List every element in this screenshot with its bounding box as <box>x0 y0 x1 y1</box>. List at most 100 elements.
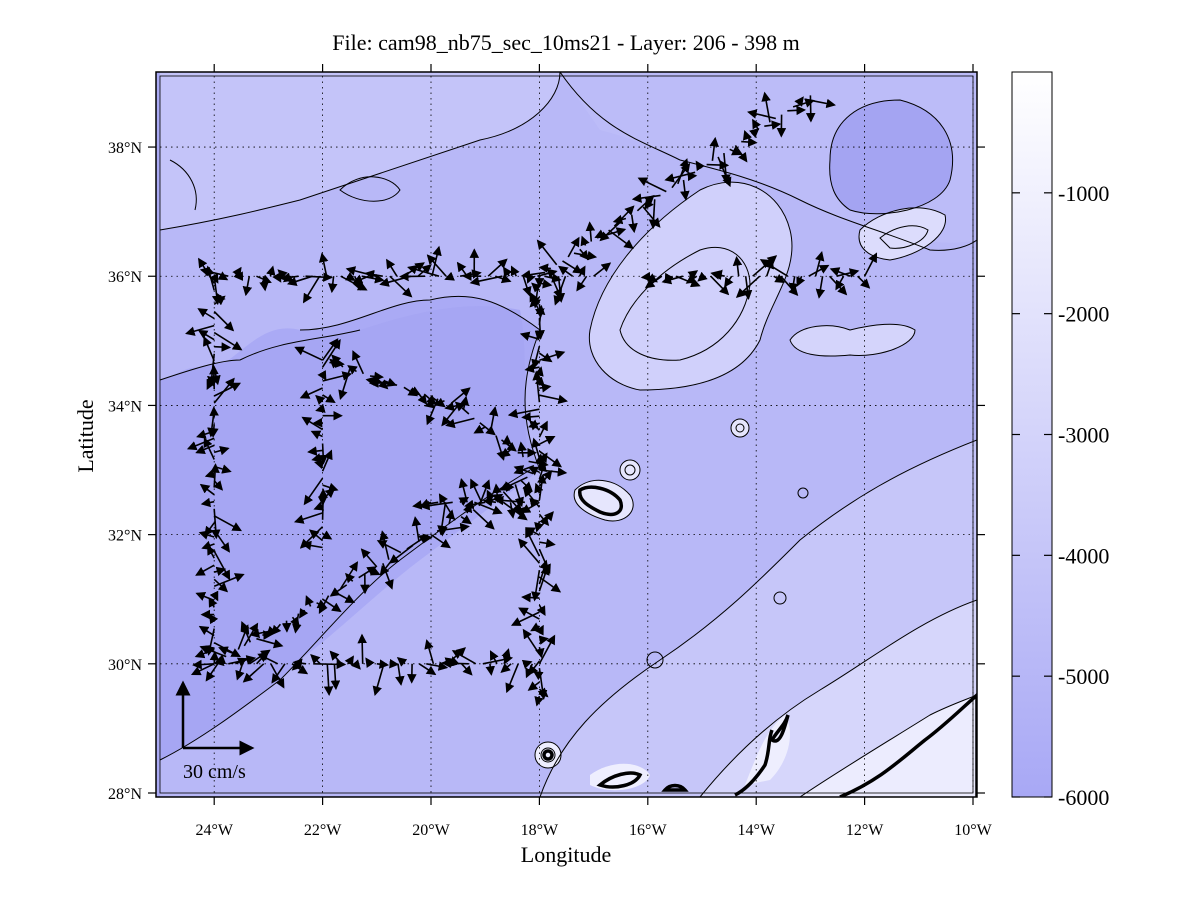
velocity-vector <box>186 437 215 451</box>
velocity-vector <box>585 221 596 242</box>
velocity-vector <box>461 663 473 676</box>
velocity-vector <box>293 512 323 524</box>
velocity-vector <box>749 128 760 138</box>
velocity-vector <box>317 370 327 381</box>
velocity-vector <box>438 493 456 521</box>
velocity-vector <box>454 401 470 415</box>
velocity-vector <box>539 435 556 445</box>
velocity-vector <box>313 659 347 670</box>
velocity-vector <box>216 654 227 665</box>
velocity-vector <box>499 476 528 491</box>
velocity-vector <box>506 502 517 519</box>
velocity-vector <box>209 590 219 602</box>
velocity-vector <box>198 625 215 637</box>
velocity-vector <box>529 498 540 508</box>
velocity-vector <box>788 276 799 293</box>
velocity-vector <box>299 607 309 619</box>
velocity-vector <box>515 502 525 518</box>
velocity-vector <box>445 417 475 429</box>
velocity-vector <box>742 129 752 141</box>
velocity-vector <box>213 445 230 456</box>
velocity-vector <box>518 607 540 620</box>
velocity-vector <box>294 346 323 361</box>
velocity-vector <box>213 464 232 474</box>
velocity-vector <box>518 538 541 564</box>
velocity-vector <box>323 663 334 696</box>
velocity-vector <box>493 495 525 506</box>
velocity-vector <box>599 221 621 242</box>
velocity-vector <box>313 501 325 511</box>
velocity-vector <box>365 657 375 669</box>
velocity-vector <box>444 271 455 281</box>
velocity-vector <box>458 477 468 503</box>
y-axis-title: Latitude <box>73 399 98 472</box>
velocity-vector <box>710 270 725 280</box>
velocity-vector <box>747 109 776 120</box>
velocity-vector <box>759 259 789 277</box>
x-tick-label: 14°W <box>737 822 775 839</box>
velocity-vector <box>538 548 551 575</box>
velocity-vector <box>197 329 215 341</box>
velocity-vector <box>460 514 472 525</box>
velocity-vector <box>640 271 655 282</box>
velocity-vector <box>424 639 435 665</box>
velocity-vector <box>507 408 540 419</box>
velocity-vector <box>213 515 243 532</box>
velocity-vector <box>724 275 734 288</box>
velocity-vector <box>242 276 253 297</box>
depth-band-north <box>160 72 560 230</box>
velocity-vector <box>648 199 659 230</box>
velocity-vector <box>199 483 215 496</box>
velocity-vector <box>537 667 548 700</box>
velocity-vector <box>469 275 503 286</box>
velocity-vector <box>199 267 229 277</box>
velocity-vector <box>190 663 215 676</box>
velocity-vector <box>266 265 276 277</box>
velocity-vector <box>521 592 540 603</box>
velocity-vector <box>204 522 215 537</box>
velocity-vector <box>235 657 248 667</box>
coastlines <box>542 485 977 797</box>
velocity-vector <box>396 656 408 667</box>
velocity-vector <box>764 120 782 130</box>
velocity-vector <box>517 441 527 458</box>
velocity-vector <box>364 269 383 280</box>
velocity-vector <box>528 466 540 476</box>
velocity-vector <box>344 655 354 667</box>
velocity-vector <box>814 251 825 277</box>
velocity-vector <box>360 548 378 568</box>
velocity-vector <box>764 258 775 277</box>
velocity-vector <box>372 663 385 697</box>
plot-title: File: cam98_nb75_sec_10ms21 - Layer: 206… <box>332 30 799 55</box>
colorbar-tick-label: -3000 <box>1058 423 1109 448</box>
velocity-vector <box>531 437 541 459</box>
velocity-vector <box>593 262 612 277</box>
depth-band-deep-west <box>160 306 530 760</box>
velocity-vector <box>687 171 698 182</box>
velocity-vector <box>345 572 356 584</box>
velocity-vector <box>271 623 282 636</box>
velocity-vector <box>709 136 719 161</box>
x-tick-label: 22°W <box>304 822 342 839</box>
velocity-vector <box>213 310 235 332</box>
velocity-vector <box>424 399 445 409</box>
velocity-vector <box>553 275 567 306</box>
velocity-vector <box>829 267 851 277</box>
velocity-vector <box>697 271 708 282</box>
velocity-vector <box>210 508 221 540</box>
velocity-vector <box>721 153 731 185</box>
velocity-vector <box>538 420 548 438</box>
velocity-vector <box>521 659 533 669</box>
velocity-vector <box>352 350 365 375</box>
velocity-vector <box>664 171 696 183</box>
velocity-vector <box>302 275 321 304</box>
velocity-vector <box>863 252 878 277</box>
velocity-vector <box>537 268 558 279</box>
velocity-vector <box>734 144 748 163</box>
velocity-vector <box>322 371 353 382</box>
velocity-vector <box>430 395 446 408</box>
velocity-vector <box>203 336 215 362</box>
velocity-vector <box>536 604 546 616</box>
velocity-vector <box>472 508 495 530</box>
depth-patch-ne <box>829 100 953 214</box>
